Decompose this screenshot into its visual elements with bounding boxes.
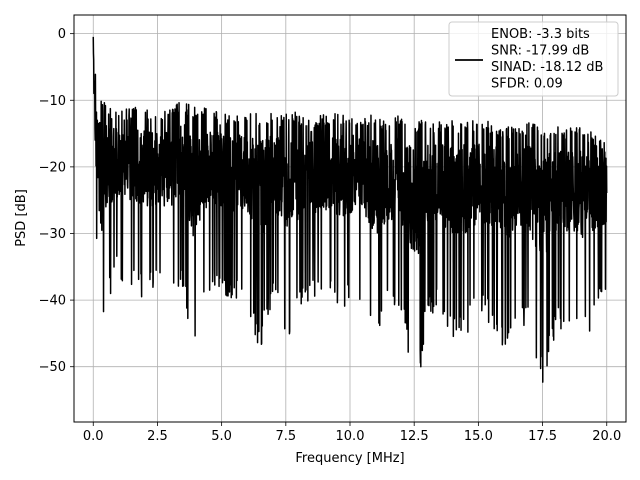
x-axis-label: Frequency [MHz] — [295, 451, 404, 466]
y-tick-label: −30 — [39, 227, 66, 242]
legend: ENOB: -3.3 bits SNR: -17.99 dB SINAD: -18.… — [448, 21, 619, 97]
y-tick-label: 0 — [58, 27, 66, 42]
legend-entry-line: SFDR: 0.09 — [491, 77, 563, 92]
psd-trace — [92, 36, 608, 383]
x-tick-label: 17.5 — [528, 429, 557, 444]
y-tick-label: −40 — [39, 294, 66, 309]
x-tick-label: 20.0 — [592, 429, 621, 444]
y-axis-ticks: 0 −10 −20 −30 −40 −50 — [39, 27, 74, 375]
x-tick-label: 15.0 — [464, 429, 493, 444]
x-tick-label: 2.5 — [147, 429, 168, 444]
y-axis-label: PSD [dB] — [14, 189, 29, 247]
legend-entry-line: SNR: -17.99 dB — [491, 44, 589, 59]
legend-box — [448, 21, 619, 97]
series-line — [92, 36, 608, 383]
y-tick-label: −50 — [39, 360, 66, 375]
x-tick-label: 0.0 — [83, 429, 104, 444]
x-tick-label: 10.0 — [336, 429, 365, 444]
y-tick-label: −20 — [39, 160, 66, 175]
x-tick-label: 5.0 — [211, 429, 232, 444]
x-axis-ticks: 0.0 2.5 5.0 7.5 10.0 12.5 15.0 17.5 20.0 — [83, 422, 621, 444]
x-tick-label: 12.5 — [400, 429, 429, 444]
legend-entry-line: SINAD: -18.12 dB — [491, 60, 603, 75]
legend-entry-line: ENOB: -3.3 bits — [491, 27, 590, 42]
x-tick-label: 7.5 — [275, 429, 296, 444]
legend-entry-label: ENOB: -3.3 bits SNR: -17.99 dB SINAD: -18.… — [491, 27, 603, 92]
y-tick-label: −10 — [39, 94, 66, 109]
